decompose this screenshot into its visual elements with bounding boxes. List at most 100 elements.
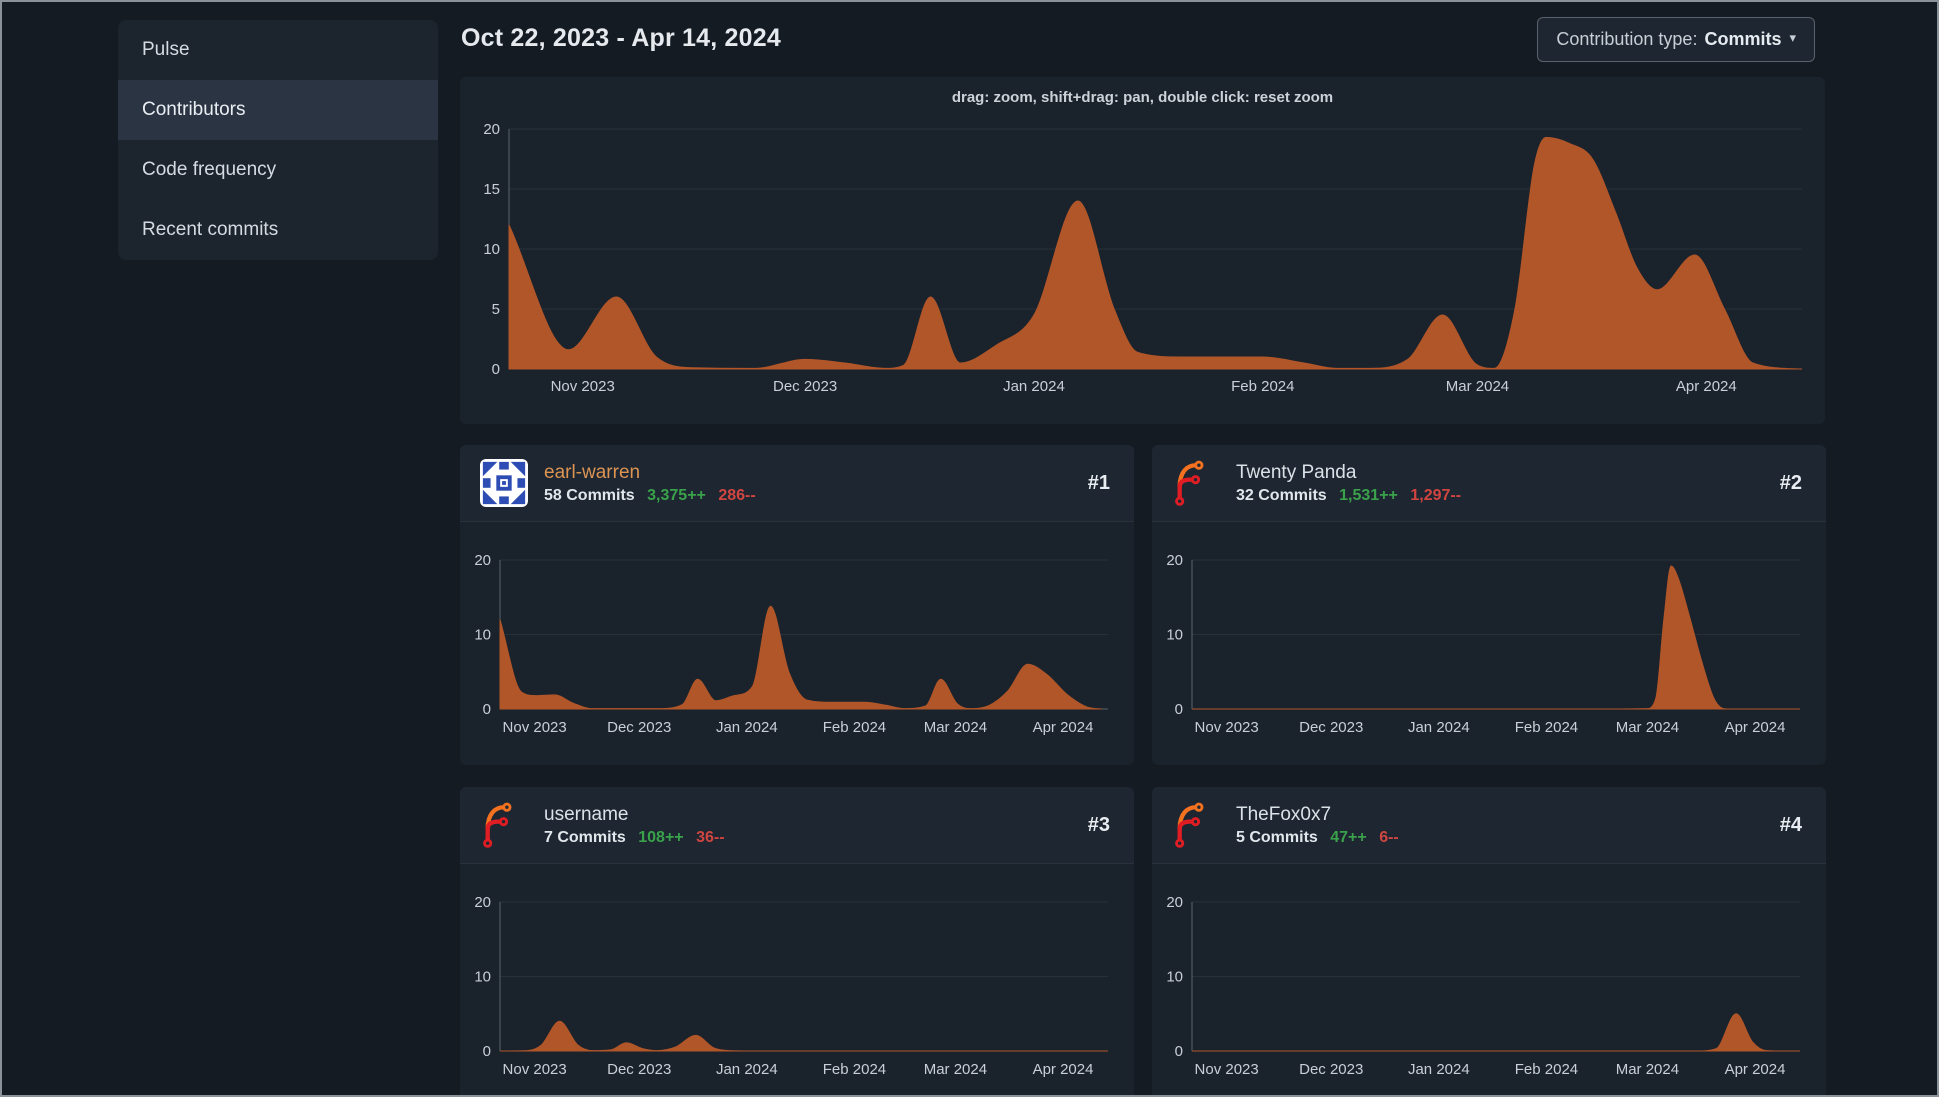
commit-count: 32 Commits bbox=[1236, 486, 1327, 504]
rank-badge: #4 bbox=[1779, 813, 1802, 836]
svg-text:Apr 2024: Apr 2024 bbox=[1676, 378, 1737, 395]
commit-count: 58 Commits bbox=[544, 486, 635, 504]
contributions-chart[interactable]: 0 5 10 15 20 Nov 2023 Dec 2023 Jan 2024 Feb 2024… bbox=[460, 77, 1825, 424]
additions-count: 47++ bbox=[1330, 828, 1367, 846]
svg-text:0: 0 bbox=[492, 361, 500, 378]
contributor-stats: 58 Commits 3,375++ 286-- bbox=[544, 487, 1088, 505]
page-title-date-range: Oct 22, 2023 - Apr 14, 2024 bbox=[461, 24, 781, 52]
contribution-type-dropdown[interactable]: Contribution type: Commits ▾ bbox=[1537, 17, 1815, 62]
svg-text:Dec 2023: Dec 2023 bbox=[773, 378, 837, 395]
commit-count: 7 Commits bbox=[544, 828, 626, 846]
contributor-identity: earl-warren 58 Commits 3,375++ 286-- bbox=[544, 461, 1088, 505]
rank-badge: #3 bbox=[1087, 813, 1110, 836]
contributor-name: Twenty Panda bbox=[1236, 462, 1357, 484]
contribution-type-value: Commits bbox=[1704, 29, 1782, 49]
contributor-activity-chart[interactable]: 0 10 20 Nov 2023 Dec 2023 Jan 2024 Feb 2024 Mar… bbox=[460, 864, 1134, 1097]
sidebar-item-label: Pulse bbox=[142, 39, 190, 60]
svg-text:Jan 2024: Jan 2024 bbox=[1003, 378, 1065, 395]
svg-text:Feb 2024: Feb 2024 bbox=[1515, 1061, 1578, 1078]
deletions-count: 36-- bbox=[696, 828, 725, 846]
svg-text:20: 20 bbox=[1166, 894, 1183, 911]
sidebar-item-code-frequency[interactable]: Code frequency bbox=[118, 140, 438, 200]
sidebar-item-pulse[interactable]: Pulse bbox=[118, 20, 438, 80]
svg-text:0: 0 bbox=[1175, 1043, 1183, 1060]
svg-text:Apr 2024: Apr 2024 bbox=[1033, 1061, 1094, 1078]
svg-text:10: 10 bbox=[483, 241, 500, 258]
svg-text:Dec 2023: Dec 2023 bbox=[607, 719, 671, 736]
svg-text:10: 10 bbox=[474, 627, 491, 644]
contributor-activity-chart[interactable]: 0 10 20 Nov 2023 Dec 2023 Jan 2024 Feb 2024 Mar… bbox=[460, 522, 1134, 765]
svg-text:Feb 2024: Feb 2024 bbox=[823, 1061, 886, 1078]
svg-text:10: 10 bbox=[1166, 627, 1183, 644]
svg-text:Nov 2023: Nov 2023 bbox=[551, 378, 615, 395]
svg-text:0: 0 bbox=[483, 1043, 491, 1060]
svg-text:Mar 2024: Mar 2024 bbox=[924, 1061, 987, 1078]
additions-count: 108++ bbox=[638, 828, 684, 846]
svg-text:10: 10 bbox=[1166, 969, 1183, 986]
svg-text:Nov 2023: Nov 2023 bbox=[503, 719, 567, 736]
contributor-card: Twenty Panda 32 Commits 1,531++ 1,297-- … bbox=[1152, 445, 1826, 765]
svg-text:Jan 2024: Jan 2024 bbox=[1408, 1061, 1470, 1078]
contributor-identity: Twenty Panda 32 Commits 1,531++ 1,297-- bbox=[1236, 461, 1780, 505]
avatar-forgejo-logo bbox=[1175, 802, 1204, 848]
contributor-stats: 7 Commits 108++ 36-- bbox=[544, 829, 1088, 847]
svg-text:Dec 2023: Dec 2023 bbox=[1299, 719, 1363, 736]
svg-text:20: 20 bbox=[474, 894, 491, 911]
svg-text:Jan 2024: Jan 2024 bbox=[1408, 719, 1470, 736]
svg-text:5: 5 bbox=[492, 301, 500, 318]
commit-count: 5 Commits bbox=[1236, 828, 1318, 846]
contributor-card-header: earl-warren 58 Commits 3,375++ 286-- #1 bbox=[460, 445, 1134, 522]
svg-text:Nov 2023: Nov 2023 bbox=[1195, 719, 1259, 736]
avatar-forgejo-logo bbox=[483, 802, 512, 848]
sidebar-item-label: Contributors bbox=[142, 99, 246, 120]
svg-text:Apr 2024: Apr 2024 bbox=[1033, 719, 1094, 736]
contributor-activity-chart[interactable]: 0 10 20 Nov 2023 Dec 2023 Jan 2024 Feb 2024 Mar… bbox=[1152, 522, 1826, 765]
contribution-type-label: Contribution type: bbox=[1556, 29, 1698, 49]
chart-zoom-hint: drag: zoom, shift+drag: pan, double clic… bbox=[951, 89, 1334, 106]
svg-text:Mar 2024: Mar 2024 bbox=[1616, 719, 1679, 736]
svg-text:Feb 2024: Feb 2024 bbox=[1231, 378, 1294, 395]
svg-text:0: 0 bbox=[1175, 701, 1183, 718]
contributor-card: earl-warren 58 Commits 3,375++ 286-- #1 … bbox=[460, 445, 1134, 765]
sidebar-item-recent-commits[interactable]: Recent commits bbox=[118, 200, 438, 260]
deletions-count: 1,297-- bbox=[1410, 486, 1462, 504]
deletions-count: 6-- bbox=[1379, 828, 1399, 846]
svg-text:20: 20 bbox=[474, 552, 491, 569]
svg-text:0: 0 bbox=[483, 701, 491, 718]
svg-text:Apr 2024: Apr 2024 bbox=[1725, 719, 1786, 736]
contributor-card-header: username 7 Commits 108++ 36-- #3 bbox=[460, 787, 1134, 864]
contributor-activity-chart[interactable]: 0 10 20 Nov 2023 Dec 2023 Jan 2024 Feb 2024 Mar… bbox=[1152, 864, 1826, 1097]
rank-badge: #1 bbox=[1087, 471, 1110, 494]
sidebar-item-contributors[interactable]: Contributors bbox=[118, 80, 438, 140]
contributor-card: TheFox0x7 5 Commits 47++ 6-- #4 0 10 20 Nov… bbox=[1152, 787, 1826, 1097]
sidebar-item-label: Recent commits bbox=[142, 219, 279, 240]
svg-text:15: 15 bbox=[483, 181, 500, 198]
additions-count: 1,531++ bbox=[1339, 486, 1398, 504]
contributor-name: username bbox=[544, 804, 629, 826]
svg-text:Nov 2023: Nov 2023 bbox=[1195, 1061, 1259, 1078]
svg-text:Feb 2024: Feb 2024 bbox=[823, 719, 886, 736]
contributor-stats: 32 Commits 1,531++ 1,297-- bbox=[1236, 487, 1780, 505]
svg-text:Nov 2023: Nov 2023 bbox=[503, 1061, 567, 1078]
avatar-forgejo-logo bbox=[1175, 460, 1204, 506]
sidebar-menu: Pulse Contributors Code frequency Recent… bbox=[118, 20, 438, 260]
contributor-name: TheFox0x7 bbox=[1236, 804, 1332, 826]
svg-text:Apr 2024: Apr 2024 bbox=[1725, 1061, 1786, 1078]
svg-text:20: 20 bbox=[483, 121, 500, 138]
svg-text:Dec 2023: Dec 2023 bbox=[607, 1061, 671, 1078]
svg-text:Feb 2024: Feb 2024 bbox=[1515, 719, 1578, 736]
deletions-count: 286-- bbox=[718, 486, 756, 504]
sidebar-item-label: Code frequency bbox=[142, 159, 277, 180]
svg-text:20: 20 bbox=[1166, 552, 1183, 569]
svg-text:10: 10 bbox=[474, 969, 491, 986]
svg-text:Mar 2024: Mar 2024 bbox=[1446, 378, 1509, 395]
contributor-identity: TheFox0x7 5 Commits 47++ 6-- bbox=[1236, 803, 1780, 847]
contributor-identity: username 7 Commits 108++ 36-- bbox=[544, 803, 1088, 847]
additions-count: 3,375++ bbox=[647, 486, 706, 504]
avatar-identicon bbox=[480, 459, 528, 507]
contributor-card: username 7 Commits 108++ 36-- #3 0 10 20 No… bbox=[460, 787, 1134, 1097]
contributor-name-link[interactable]: earl-warren bbox=[544, 462, 641, 484]
svg-text:Mar 2024: Mar 2024 bbox=[1616, 1061, 1679, 1078]
contributor-card-header: TheFox0x7 5 Commits 47++ 6-- #4 bbox=[1152, 787, 1826, 864]
